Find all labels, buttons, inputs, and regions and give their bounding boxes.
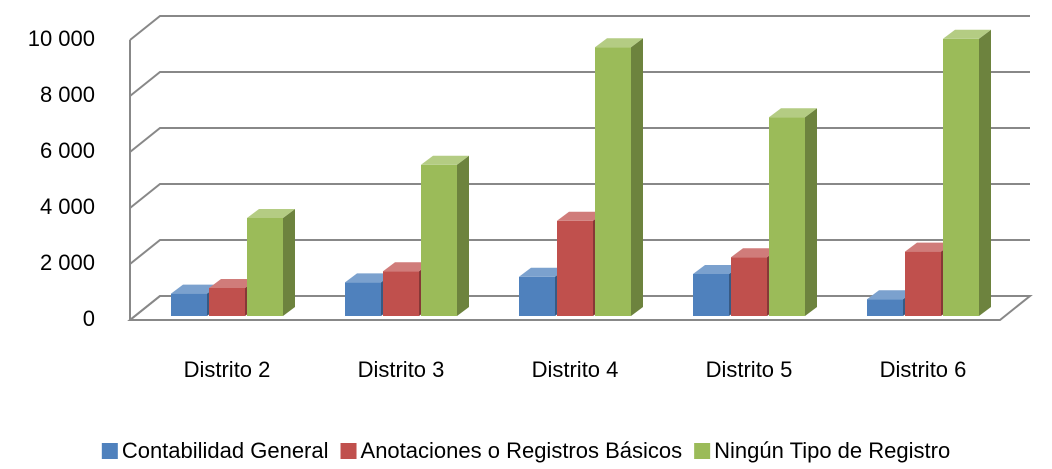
y-tick-label: 2 000 (40, 250, 95, 275)
legend-swatch (101, 443, 118, 459)
legend-item: Contabilidad General (101, 438, 329, 463)
bar (595, 38, 643, 316)
y-tick-label: 6 000 (40, 138, 95, 163)
bar-side (457, 155, 469, 316)
x-tick-label: Distrito 2 (184, 357, 271, 382)
bar-front (247, 218, 283, 316)
bar-top (383, 262, 431, 272)
bar-side (283, 209, 295, 316)
grid-segment (129, 71, 1030, 97)
bar-top (209, 279, 257, 288)
bar-top (867, 290, 915, 300)
legend-label: Contabilidad General (122, 438, 329, 463)
bar (943, 29, 991, 317)
bar-top (693, 265, 741, 274)
y-tick-label: 0 (83, 306, 95, 331)
grid-line (129, 71, 1030, 97)
bar-top (345, 273, 393, 283)
bar-front (345, 282, 381, 316)
bar-front (209, 288, 245, 316)
y-tick-label: 8 000 (40, 82, 95, 107)
grid-line (129, 15, 1030, 41)
bar-front (693, 274, 729, 316)
bar (769, 108, 817, 316)
grid-line (129, 239, 1030, 265)
bar-front (731, 257, 767, 316)
bar-top (769, 108, 817, 118)
grid-segment (129, 239, 1030, 265)
bar-front (383, 271, 419, 316)
bar-side (631, 38, 643, 316)
grid-line (129, 127, 1030, 153)
bar-side (979, 29, 991, 317)
legend-label: Ningún Tipo de Registro (714, 438, 950, 463)
bar (421, 155, 469, 316)
bar-front (557, 220, 593, 316)
bar-top (171, 284, 219, 294)
legend-item: Anotaciones o Registros Básicos (340, 438, 683, 463)
bar-top (595, 38, 643, 48)
legend-swatch (340, 443, 357, 459)
legend-item: Ningún Tipo de Registro (694, 438, 950, 463)
grid-segment (129, 183, 1030, 209)
legend-label: Anotaciones o Registros Básicos (361, 438, 683, 463)
bar-side (805, 108, 817, 316)
grid-segment (129, 15, 1030, 41)
bar-front (595, 47, 631, 316)
x-tick-label: Distrito 4 (532, 357, 619, 382)
bar-front (769, 117, 805, 316)
bar-front (905, 251, 941, 316)
bar-top (905, 242, 953, 252)
grid-line (129, 183, 1030, 209)
bar-top (247, 209, 295, 218)
x-tick-label: Distrito 5 (706, 357, 793, 382)
bar-front (171, 293, 207, 316)
bar-front (943, 38, 979, 317)
bar-front (519, 276, 555, 316)
y-tick-label: 10 000 (28, 26, 95, 51)
bar-top (943, 29, 991, 39)
bar (247, 209, 295, 316)
bar-top (519, 267, 567, 277)
legend-swatch (694, 443, 711, 459)
bar-front (867, 299, 903, 316)
grid-segment (129, 127, 1030, 153)
y-tick-label: 4 000 (40, 194, 95, 219)
x-tick-label: Distrito 6 (880, 357, 967, 382)
bar-top (731, 248, 779, 258)
bar-front (421, 164, 457, 316)
bar-top (557, 211, 605, 221)
x-tick-label: Distrito 3 (358, 357, 445, 382)
bar-top (421, 155, 469, 165)
